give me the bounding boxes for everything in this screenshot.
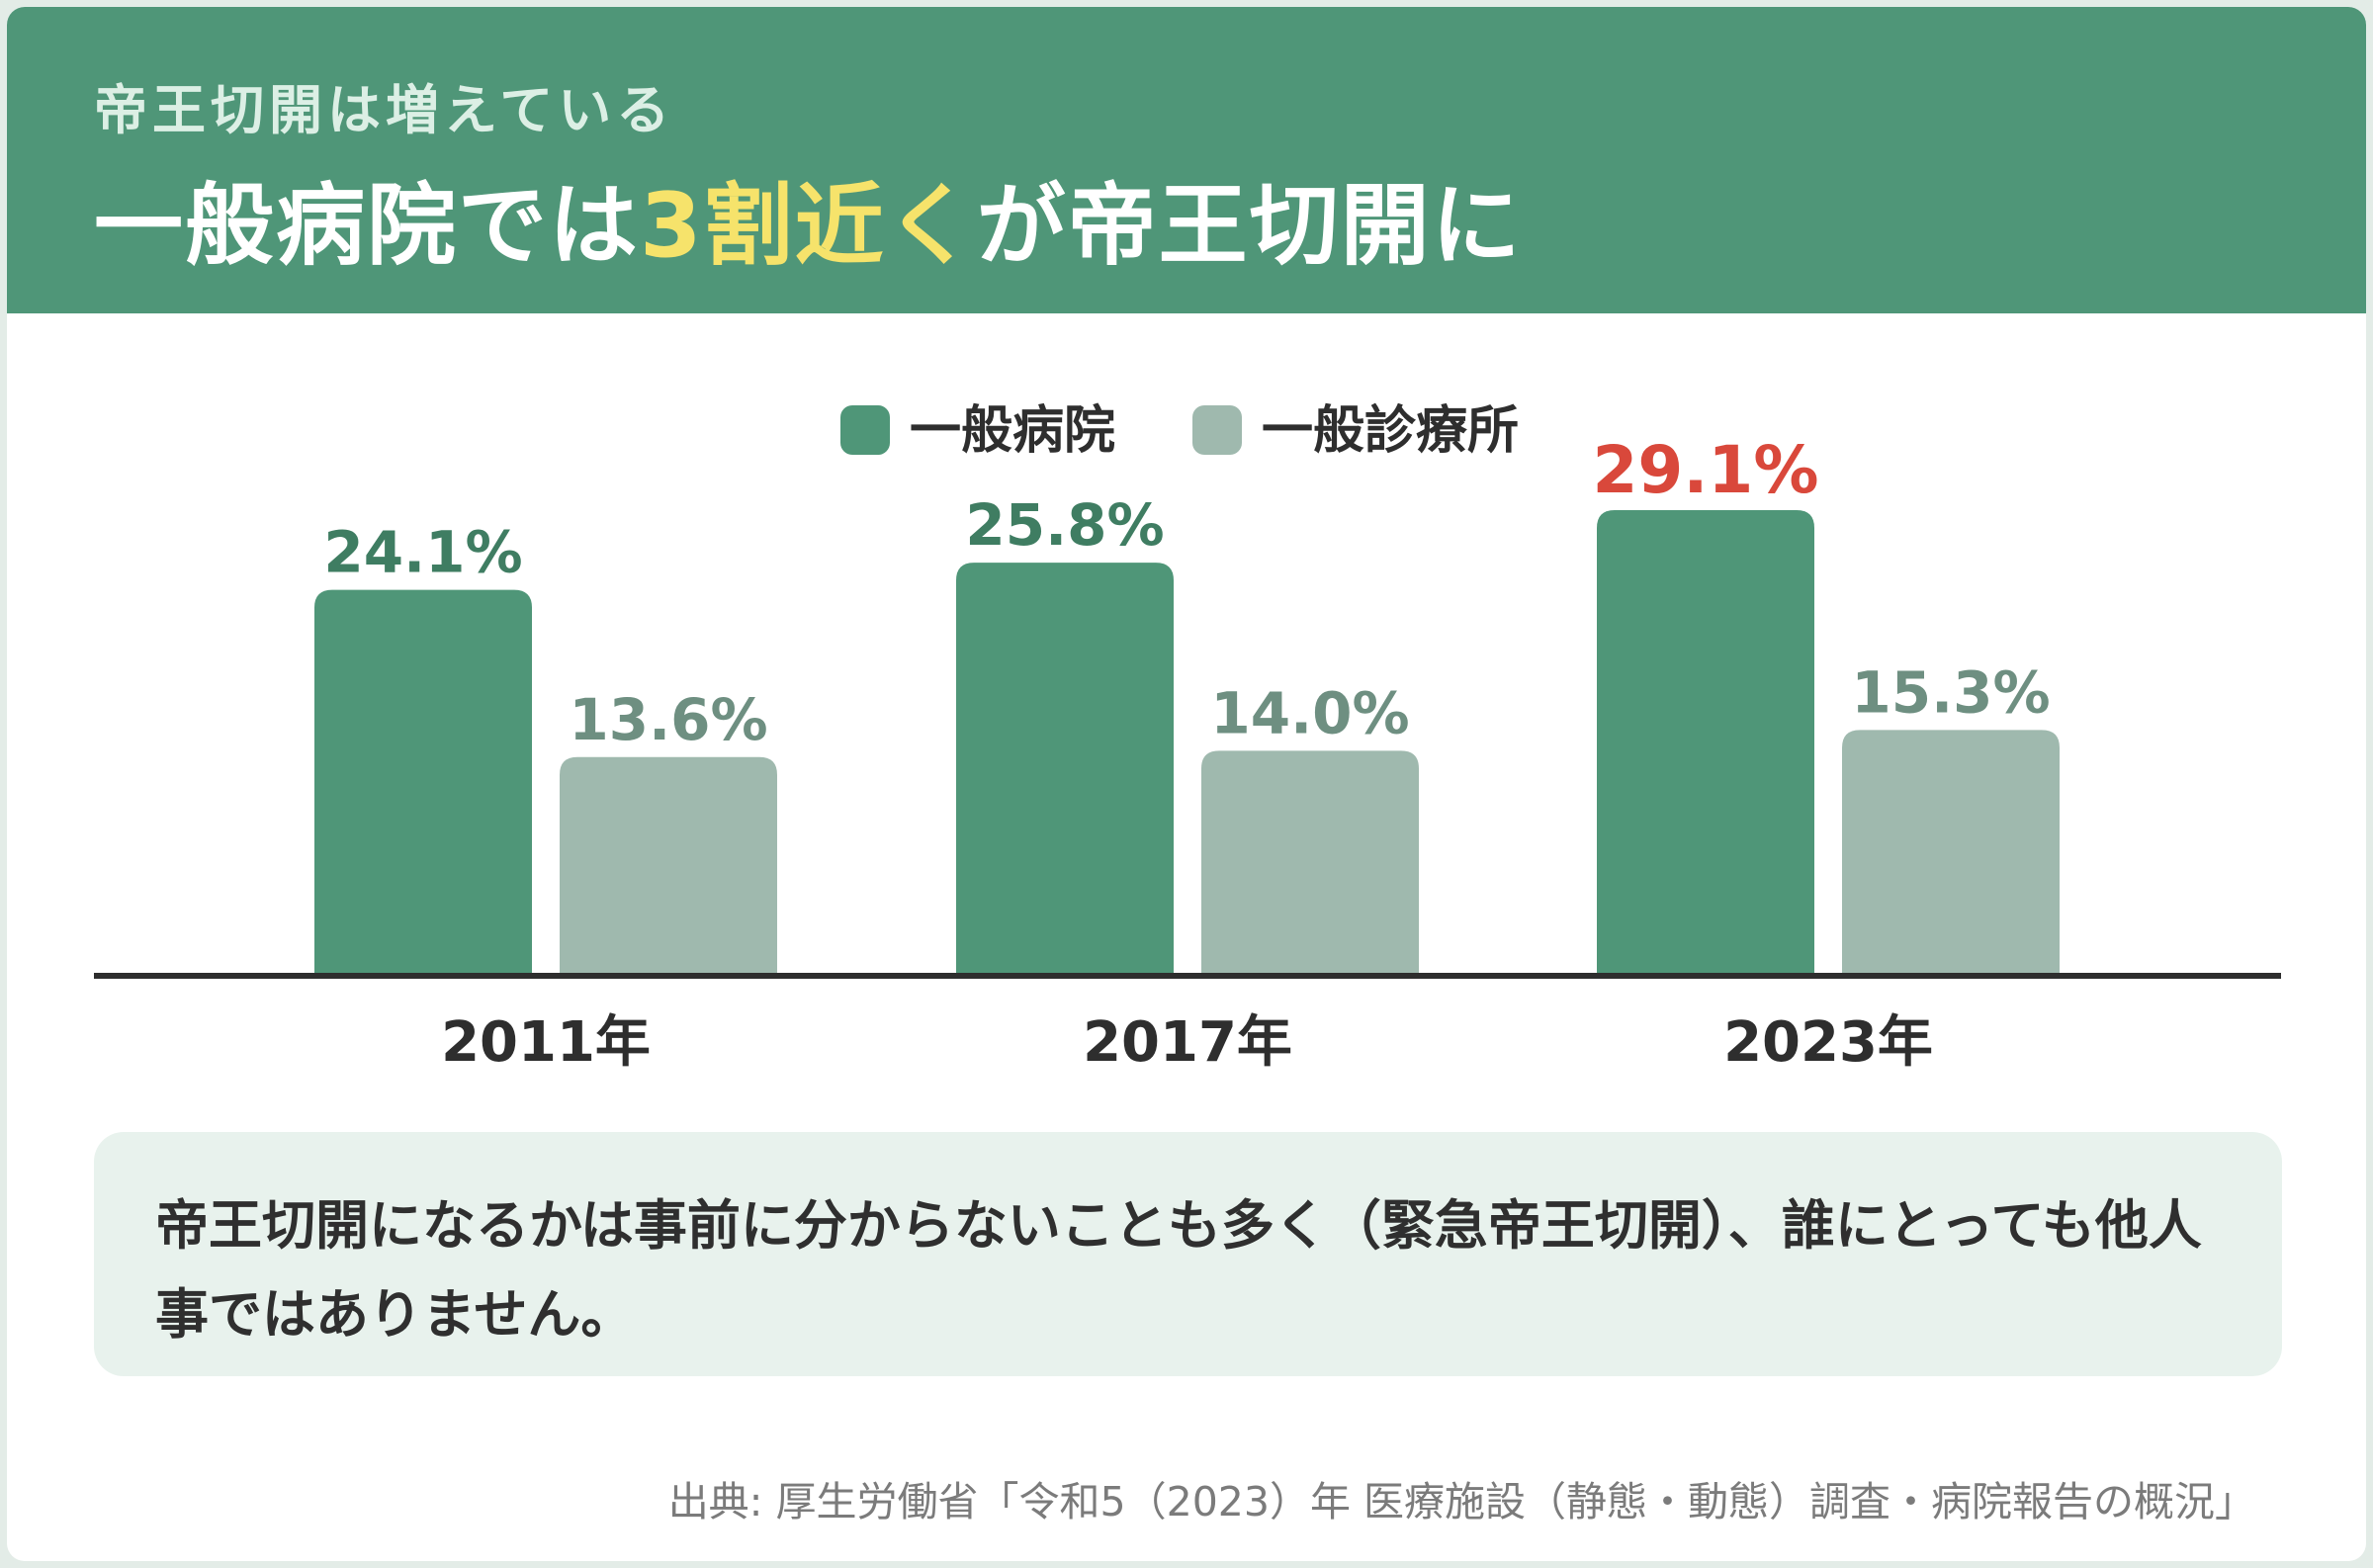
bar-hospital-0 — [314, 589, 532, 974]
data-label-clinic-2: 15.3% — [1851, 658, 2050, 726]
infographic-card: 帝王切開は増えている 一般病院では3割近くが帝王切開に 24.1% 25.8% 29… — [7, 7, 2366, 1561]
note-box: 帝王切開になるかは事前に分からないことも多く（緊急帝王切開）、誰にとっても他人事… — [94, 1132, 2282, 1376]
data-label-hospital-1: 25.8% — [965, 491, 1164, 559]
title-highlight: 3割近く — [640, 174, 977, 278]
legend-swatch-0 — [840, 405, 890, 455]
header-banner: 帝王切開は増えている 一般病院では3割近くが帝王切開に — [7, 7, 2366, 313]
bar-clinic-2 — [1842, 730, 2060, 974]
x-tick-label-1: 2017年 — [1083, 1010, 1292, 1075]
bar-chart: 24.1% 25.8% 29.1% 13.6% 14.0% 15.3% 2011年 2017年… — [94, 401, 2281, 1075]
data-label-hospital-2: 29.1% — [1593, 432, 1819, 508]
data-label-hospital-0: 24.1% — [323, 519, 522, 586]
legend-label-0: 一般病院 — [910, 401, 1115, 461]
note-text: 帝王切開になるかは事前に分からないことも多く（緊急帝王切開）、誰にとっても他人事… — [155, 1194, 2202, 1346]
legend-label-1: 一般診療所 — [1262, 401, 1519, 461]
title-pre: 一般病院では — [94, 174, 640, 278]
bar-hospital-2 — [1597, 510, 1814, 974]
header-subtitle: 帝王切開は増えている — [94, 79, 675, 141]
x-tick-label-0: 2011年 — [441, 1010, 651, 1075]
bar-clinic-1 — [1201, 750, 1419, 974]
bar-hospital-1 — [956, 563, 1174, 974]
legend-swatch-1 — [1192, 405, 1242, 455]
bar-clinic-0 — [560, 756, 777, 974]
data-label-clinic-0: 13.6% — [569, 686, 767, 753]
title-post: が帝王切開に — [976, 174, 1523, 278]
source-citation: 出典: 厚生労働省「令和5（2023）年 医療施設（静態・動態）調査・病院報告の… — [667, 1478, 2255, 1525]
x-tick-label-2: 2023年 — [1723, 1010, 1933, 1075]
header-title: 一般病院では3割近くが帝王切開に — [94, 153, 1523, 282]
data-label-clinic-1: 14.0% — [1210, 679, 1409, 746]
